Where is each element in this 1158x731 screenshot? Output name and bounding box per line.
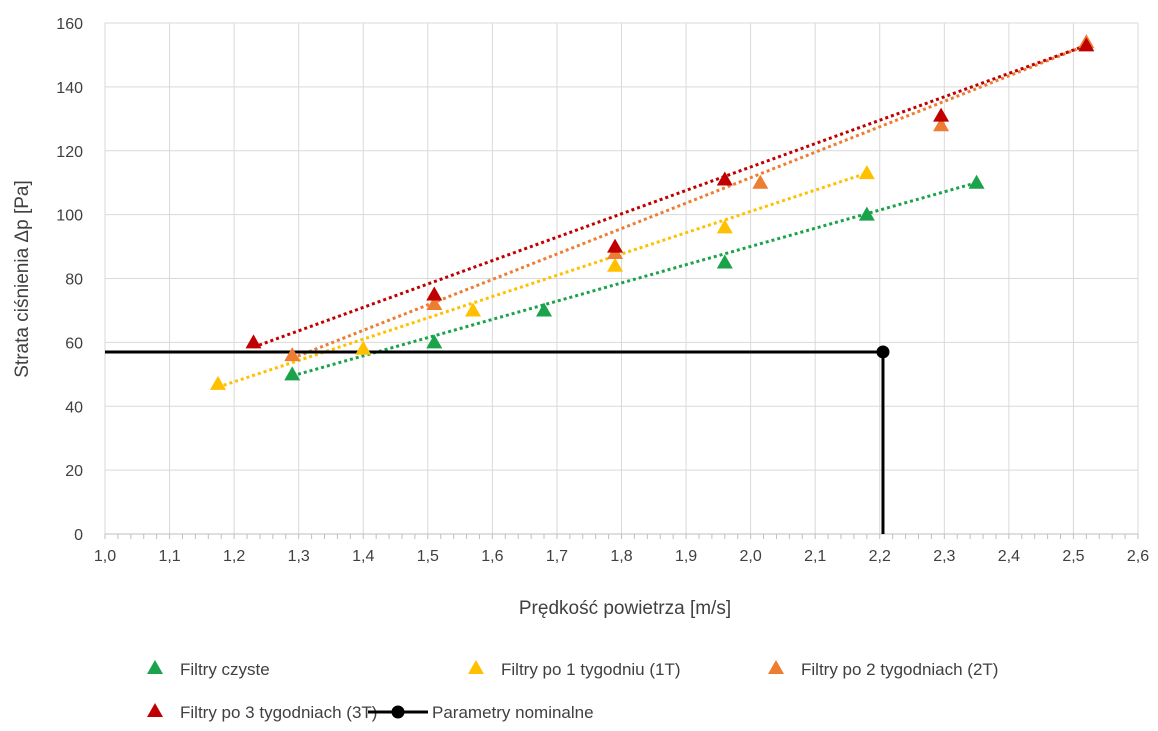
trendline-series-0: [291, 181, 978, 378]
legend-marker-series-0: [147, 660, 163, 674]
point-series-0-5: [968, 174, 985, 189]
point-series-0-4: [858, 206, 875, 221]
x-tick-label: 1,3: [288, 548, 310, 565]
x-axis-title: Prędkość powietrza [m/s]: [519, 598, 731, 619]
x-tick-label: 2,6: [1127, 548, 1149, 565]
point-series-3-5: [1078, 37, 1095, 52]
axes: [104, 533, 1139, 539]
y-tick-label: 0: [74, 527, 83, 544]
point-series-1-0: [209, 375, 226, 390]
legend-label-series-4: Parametry nominalne: [432, 703, 594, 722]
point-series-1-2: [465, 302, 482, 317]
x-tick-label: 2,2: [869, 548, 891, 565]
x-tick-label: 1,9: [675, 548, 697, 565]
legend-marker-series-1: [468, 660, 484, 674]
x-tick-label: 1,1: [158, 548, 180, 565]
y-tick-label: 80: [65, 272, 83, 289]
trendline-series-2: [291, 43, 1087, 360]
y-tick-label: 40: [65, 399, 83, 416]
y-tick-label: 160: [56, 16, 83, 33]
point-series-0-3: [716, 254, 733, 269]
x-tick-label: 1,2: [223, 548, 245, 565]
x-tick-label: 1,6: [481, 548, 503, 565]
point-series-3-1: [426, 286, 443, 301]
legend: Filtry czyste Filtry po 1 tygodniu (1T) Fi…: [147, 660, 998, 722]
legend-marker-series-3: [147, 703, 163, 717]
legend-label-series-3: Filtry po 3 tygodniach (3T): [180, 703, 377, 722]
legend-label-series-1: Filtry po 1 tygodniu (1T): [501, 660, 681, 679]
x-tick-label: 1,7: [546, 548, 568, 565]
x-tick-label: 1,8: [610, 548, 632, 565]
point-series-1-1: [355, 340, 372, 355]
y-tick-labels: 0 20 40 60 80 100 120 140 160: [56, 16, 83, 544]
y-tick-label: 140: [56, 80, 83, 97]
point-series-3-3: [716, 171, 733, 186]
point-series-0-0: [284, 366, 301, 381]
y-tick-label: 100: [56, 208, 83, 225]
point-series-0-2: [536, 302, 553, 317]
y-tick-label: 120: [56, 144, 83, 161]
x-tick-label: 2,1: [804, 548, 826, 565]
y-tick-label: 20: [65, 463, 83, 480]
x-tick-label: 2,5: [1062, 548, 1084, 565]
point-series-2-0: [284, 347, 301, 362]
point-series-4-0: [876, 345, 890, 359]
trendlines: [217, 43, 1087, 389]
x-tick-labels: 1,0 1,1 1,2 1,3 1,4 1,5 1,6 1,7 1,8 1,9 2,0 2,1 2,2 2…: [94, 548, 1149, 565]
point-series-0-1: [426, 334, 443, 349]
legend-marker-nominal: [391, 705, 405, 719]
y-tick-label: 60: [65, 335, 83, 352]
x-tick-label: 1,5: [417, 548, 439, 565]
x-tick-label: 2,3: [933, 548, 955, 565]
gridlines: [104, 22, 1139, 535]
reference-lines: [105, 350, 885, 534]
legend-label-series-2: Filtry po 2 tygodniach (2T): [801, 660, 998, 679]
point-series-3-4: [933, 107, 950, 122]
x-tick-label: 2,4: [998, 548, 1020, 565]
trendline-series-3: [252, 43, 1087, 349]
x-tick-label: 1,0: [94, 548, 116, 565]
legend-marker-series-2: [768, 660, 784, 674]
x-tick-label: 2,0: [740, 548, 762, 565]
x-tick-label: 1,4: [352, 548, 374, 565]
point-series-1-4: [716, 219, 733, 234]
point-series-2-1: [426, 296, 443, 311]
point-series-1-3: [607, 257, 624, 272]
point-series-2-3: [752, 174, 769, 189]
data-markers: [209, 34, 1095, 390]
point-series-1-5: [858, 165, 875, 180]
trendline-series-1: [217, 171, 868, 389]
y-axis-title: Strata ciśnienia Δp [Pa]: [12, 180, 33, 378]
legend-label-series-0: Filtry czyste: [180, 660, 270, 679]
point-series-3-2: [607, 238, 624, 253]
point-series-2-4: [933, 117, 950, 132]
point-series-3-0: [245, 334, 262, 349]
